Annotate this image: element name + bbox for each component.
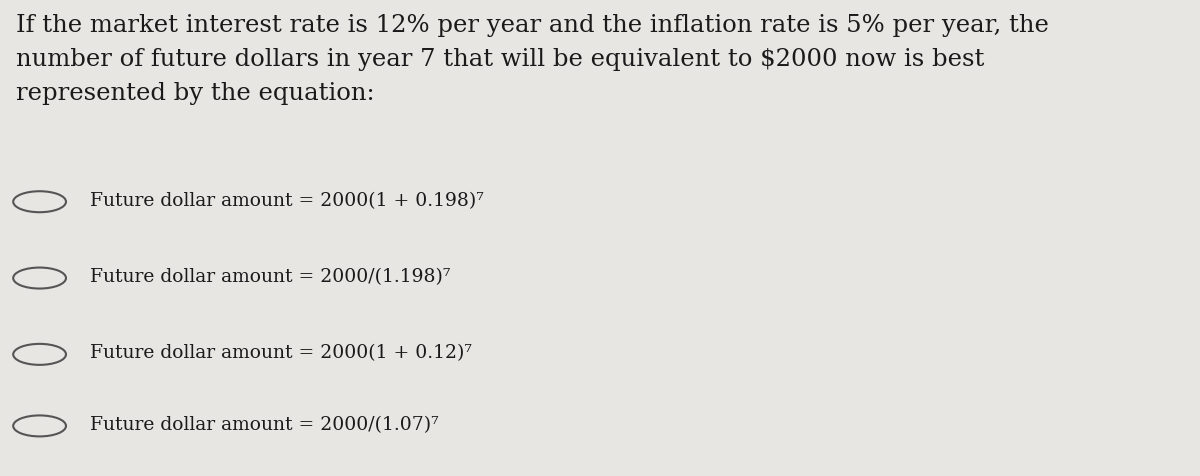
- Text: If the market interest rate is 12% per year and the inflation rate is 5% per yea: If the market interest rate is 12% per y…: [16, 14, 1049, 105]
- Text: Future dollar amount = 2000/(1.07)⁷: Future dollar amount = 2000/(1.07)⁷: [90, 415, 439, 433]
- Text: Future dollar amount = 2000/(1.198)⁷: Future dollar amount = 2000/(1.198)⁷: [90, 268, 450, 286]
- Text: Future dollar amount = 2000(1 + 0.12)⁷: Future dollar amount = 2000(1 + 0.12)⁷: [90, 344, 472, 362]
- Text: Future dollar amount = 2000(1 + 0.198)⁷: Future dollar amount = 2000(1 + 0.198)⁷: [90, 191, 484, 209]
